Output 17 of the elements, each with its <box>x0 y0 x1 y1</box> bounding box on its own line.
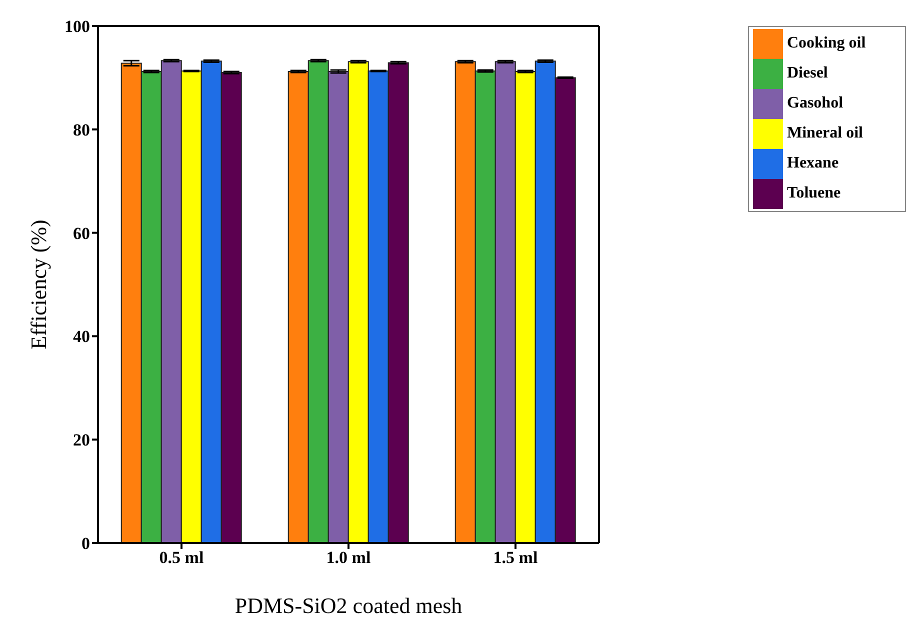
x-axis-title: PDMS-SiO2 coated mesh <box>234 593 462 618</box>
y-axis-title: Efficiency (%) <box>26 220 51 350</box>
x-tick-label: 1.0 ml <box>326 548 371 568</box>
x-tick-label: 1.5 ml <box>493 548 538 568</box>
x-tick-label: 0.5 ml <box>159 548 204 568</box>
y-tick-label: 0 <box>82 534 90 554</box>
legend-label: Cooking oil <box>787 34 866 52</box>
y-tick-label: 60 <box>73 224 90 243</box>
y-tick-label: 80 <box>73 120 90 140</box>
legend-label: Mineral oil <box>787 124 863 142</box>
legend-label: Diesel <box>787 64 828 82</box>
y-tick-label: 20 <box>73 430 90 450</box>
y-tick-label: 100 <box>64 17 90 36</box>
legend-label: Hexane <box>787 154 839 172</box>
y-tick-label: 40 <box>73 327 90 346</box>
legend-label: Toluene <box>787 184 841 202</box>
legend-label: Gasohol <box>787 94 844 112</box>
